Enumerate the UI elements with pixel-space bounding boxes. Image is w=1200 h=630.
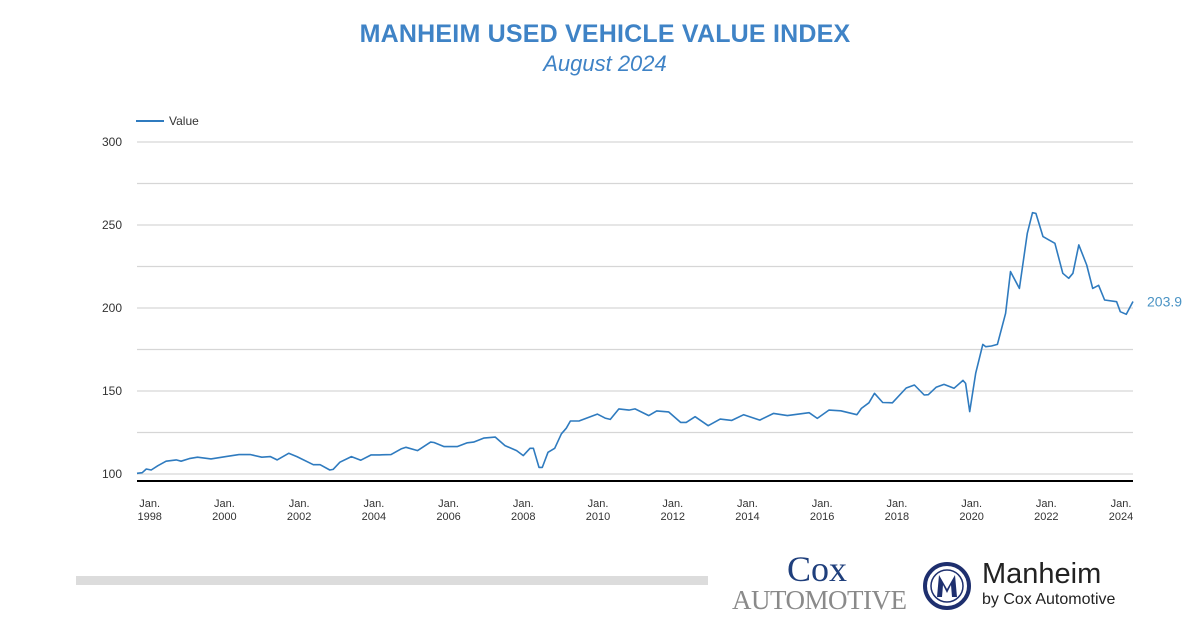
x-tick-label-month: Jan. xyxy=(588,498,609,510)
x-tick-label-month: Jan. xyxy=(812,498,833,510)
legend-label: Value xyxy=(169,114,199,128)
y-tick-label: 250 xyxy=(102,218,122,232)
x-tick-label-year: 2000 xyxy=(212,511,236,523)
x-tick-label-year: 2008 xyxy=(511,511,535,523)
x-tick-label-month: Jan. xyxy=(513,498,534,510)
end-value-label: 203.9 xyxy=(1147,294,1182,310)
y-tick-label: 200 xyxy=(102,301,122,315)
x-tick-label-month: Jan. xyxy=(139,498,160,510)
x-tick-label-month: Jan. xyxy=(886,498,907,510)
y-axis-ticks: 100 150 200 250 300 xyxy=(102,135,122,481)
x-tick-label-year: 2016 xyxy=(810,511,834,523)
x-axis-ticks: Jan.1998Jan.2000Jan.2002Jan.2004Jan.2006… xyxy=(137,498,1133,523)
manheim-logo-text: Manheim xyxy=(982,558,1102,590)
x-tick-label-year: 2018 xyxy=(885,511,909,523)
x-tick-label-year: 2006 xyxy=(436,511,460,523)
series-points xyxy=(137,213,1133,474)
x-tick-label-month: Jan. xyxy=(289,498,310,510)
x-tick-label-month: Jan. xyxy=(214,498,235,510)
y-tick-label: 100 xyxy=(102,467,122,481)
gridlines xyxy=(137,141,1133,475)
chart-subtitle: August 2024 xyxy=(543,51,667,76)
x-tick-label-year: 2022 xyxy=(1034,511,1058,523)
x-tick-label-month: Jan. xyxy=(438,498,459,510)
x-tick-label-year: 2012 xyxy=(660,511,684,523)
x-tick-label-month: Jan. xyxy=(1111,498,1132,510)
manheim-tagline: by Cox Automotive xyxy=(982,591,1116,608)
automotive-logo-text: AUTOMOTIVE xyxy=(732,585,907,615)
cox-logo-text: Cox xyxy=(786,549,847,589)
legend: Value xyxy=(136,114,199,128)
y-tick-label: 300 xyxy=(102,135,122,149)
chart-title: MANHEIM USED VEHICLE VALUE INDEX xyxy=(359,20,851,48)
x-tick-label-month: Jan. xyxy=(961,498,982,510)
x-tick-label-year: 2004 xyxy=(362,511,386,523)
manheim-logo: Manheim by Cox Automotive xyxy=(982,558,1115,610)
footer-divider-bar xyxy=(76,576,708,585)
x-tick-label-year: 2010 xyxy=(586,511,610,523)
cox-automotive-logo: Cox AUTOMOTIVE xyxy=(732,549,907,615)
x-tick-label-year: 2002 xyxy=(287,511,311,523)
x-tick-label-year: 2014 xyxy=(735,511,759,523)
x-tick-label-month: Jan. xyxy=(1036,498,1057,510)
x-tick-label-year: 2020 xyxy=(959,511,983,523)
x-tick-label-year: 1998 xyxy=(137,511,161,523)
x-tick-label-year: 2024 xyxy=(1109,511,1133,523)
x-tick-label-month: Jan. xyxy=(363,498,384,510)
x-tick-label-month: Jan. xyxy=(662,498,683,510)
y-tick-label: 150 xyxy=(102,384,122,398)
manheim-m-icon xyxy=(923,562,971,610)
series-line-value xyxy=(136,211,1134,475)
x-tick-label-month: Jan. xyxy=(737,498,758,510)
